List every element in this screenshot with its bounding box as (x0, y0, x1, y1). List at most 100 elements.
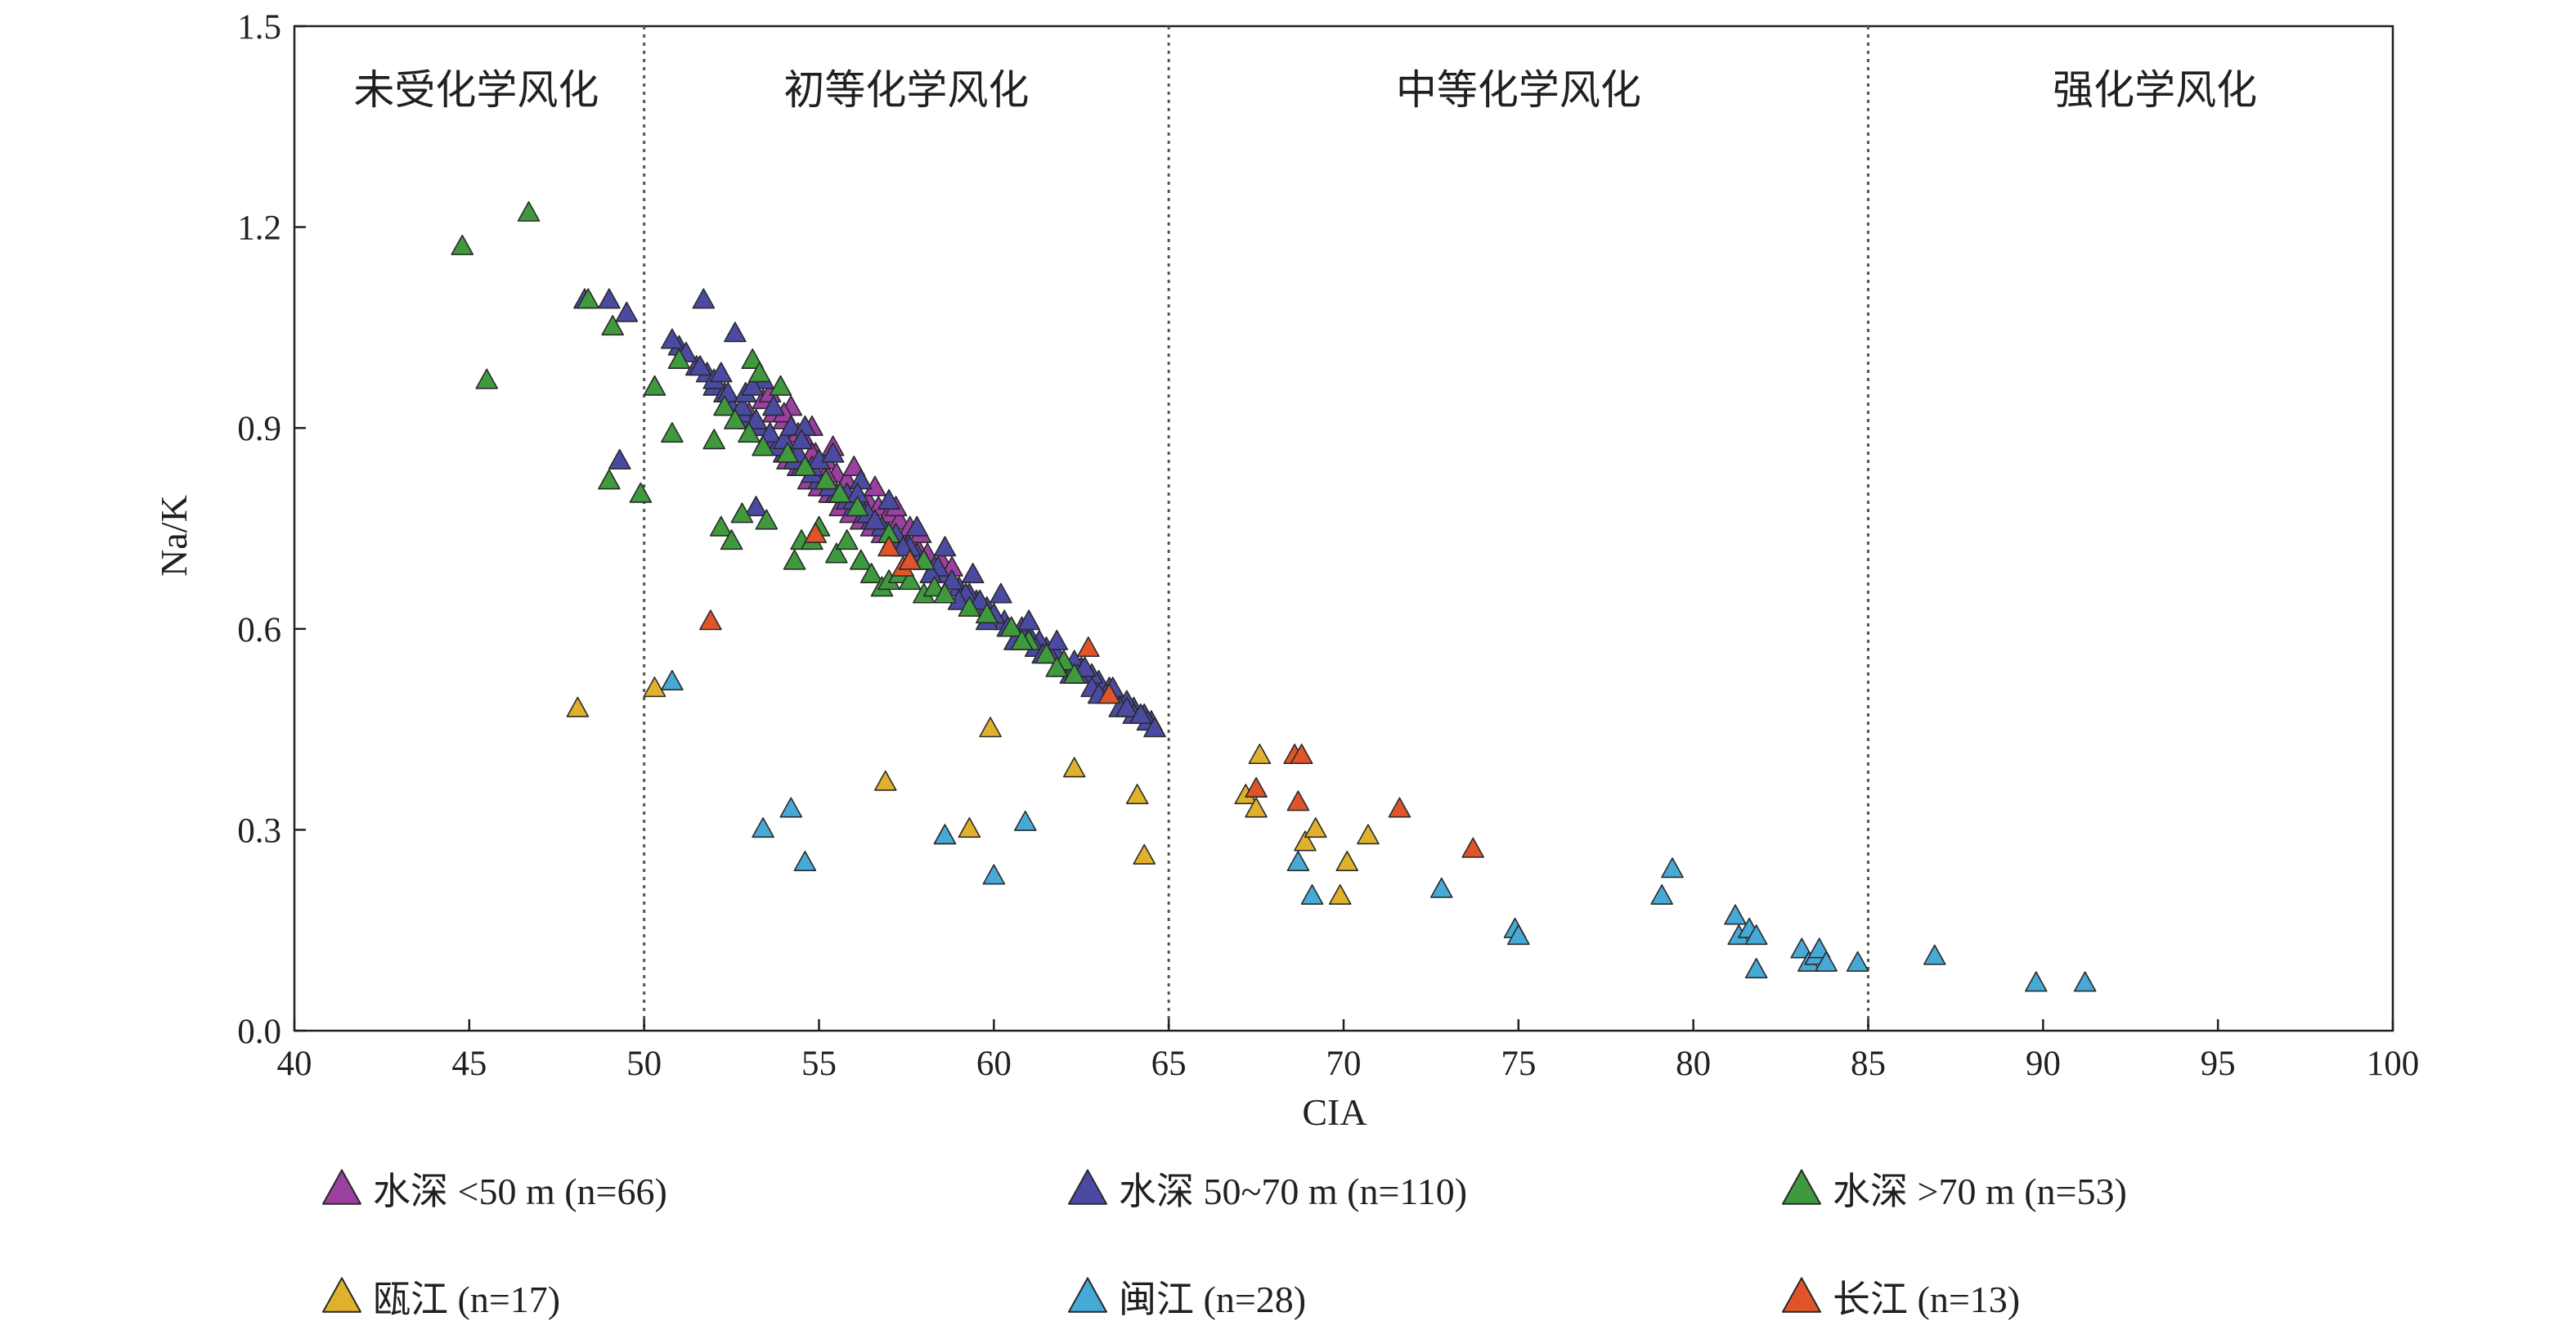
legend: 水深 <50 m (n=66) 水深 50~70 m (n=110) 水深 >70 … (322, 1169, 2127, 1320)
data-point (850, 549, 873, 570)
data-point (877, 536, 900, 557)
data-point (598, 288, 621, 309)
data-point (720, 529, 743, 551)
data-point (1133, 843, 1156, 865)
data-point (933, 582, 957, 604)
legend-label: 水深 50~70 m (n=110) (1119, 1171, 1467, 1212)
data-point (713, 395, 736, 416)
legend-label: 水深 >70 m (n=53) (1833, 1171, 2127, 1212)
data-point (835, 529, 859, 551)
x-axis-ticks: 40 45 50 55 60 65 70 75 80 85 90 95 100 (277, 1019, 2419, 1083)
y-tick-label: 0.9 (237, 410, 281, 448)
data-point (1300, 883, 1324, 905)
data-point (709, 515, 733, 537)
data-point (793, 851, 817, 872)
data-point (1304, 817, 1327, 838)
x-tick-label: 40 (277, 1045, 312, 1083)
legend-marker (322, 1277, 361, 1313)
data-point (702, 429, 726, 450)
region-labels: 未受化学风化 初等化学风化 中等化学风化 强化学风化 (353, 67, 2257, 113)
data-point (1286, 790, 1310, 811)
legend-label: 水深 <50 m (n=66) (373, 1171, 667, 1212)
y-tick-label: 1.5 (237, 8, 281, 47)
region-label: 初等化学风化 (783, 67, 1029, 113)
x-tick-label: 70 (1326, 1045, 1362, 1083)
data-point (608, 448, 631, 470)
data-point (1815, 951, 1838, 972)
data-point (859, 562, 883, 583)
x-tick-label: 65 (1151, 1045, 1187, 1083)
data-point (1010, 629, 1034, 650)
data-point (933, 824, 957, 845)
data-point (793, 456, 817, 477)
data-point (982, 864, 1006, 885)
data-point (661, 328, 684, 349)
data-point (1294, 830, 1317, 852)
y-tick-label: 1.2 (237, 209, 281, 248)
data-point (1328, 883, 1352, 905)
data-point (1248, 744, 1272, 765)
region-label: 中等化学风化 (1396, 67, 1641, 113)
data-point (828, 482, 851, 503)
y-tick-label: 0.3 (237, 811, 281, 850)
data-point (601, 315, 624, 336)
data-point (776, 442, 799, 463)
data-point (815, 469, 837, 490)
y-axis-ticks: 0.0 0.3 0.6 0.9 1.2 1.5 (237, 8, 306, 1051)
data-point (1245, 797, 1268, 818)
data-point (475, 368, 499, 389)
x-tick-label: 90 (2026, 1045, 2061, 1083)
x-tick-label: 95 (2201, 1045, 2236, 1083)
data-point (1650, 883, 1673, 905)
data-point (615, 301, 639, 322)
plot-frame (293, 25, 2394, 1032)
data-point (744, 496, 768, 517)
data-point (975, 603, 999, 624)
legend-label: 长江 (n=13) (1833, 1279, 2020, 1320)
data-point (689, 355, 711, 376)
data-point (1034, 643, 1058, 664)
data-point (1115, 696, 1138, 717)
data-point (873, 770, 897, 791)
region-dividers (643, 26, 1869, 1031)
data-point (1045, 629, 1069, 650)
data-point (692, 288, 716, 309)
legend-marker (1782, 1169, 1821, 1205)
data-point (1077, 636, 1100, 658)
legend-label: 闽江 (n=28) (1119, 1279, 1306, 1320)
data-point (999, 616, 1023, 637)
data-point (979, 717, 1002, 738)
data-point (864, 509, 886, 530)
x-tick-label: 55 (801, 1045, 837, 1083)
x-axis-title: CIA (1302, 1091, 1367, 1133)
data-point (758, 422, 782, 443)
data-point (1335, 851, 1359, 872)
data-point (566, 696, 590, 717)
data-point (1357, 824, 1380, 845)
data-point (643, 375, 666, 396)
data-point (783, 549, 806, 570)
data-point (898, 549, 922, 570)
data-point (747, 362, 771, 383)
data-point (629, 482, 653, 503)
data-point (1129, 703, 1152, 724)
data-point (1097, 683, 1121, 704)
data-point (1062, 663, 1086, 684)
data-point (961, 562, 985, 583)
data-point (958, 817, 981, 838)
data-point (922, 576, 946, 597)
data-point (1062, 757, 1086, 778)
data-points (451, 200, 2097, 992)
data-point (790, 429, 813, 450)
data-point (898, 569, 922, 591)
data-point (1073, 656, 1097, 677)
data-point (730, 395, 754, 416)
data-point (598, 469, 621, 490)
x-tick-label: 45 (451, 1045, 487, 1083)
x-tick-label: 75 (1501, 1045, 1536, 1083)
data-point (1429, 877, 1453, 898)
data-point (779, 797, 803, 818)
data-point (724, 321, 747, 343)
data-point (990, 582, 1012, 604)
